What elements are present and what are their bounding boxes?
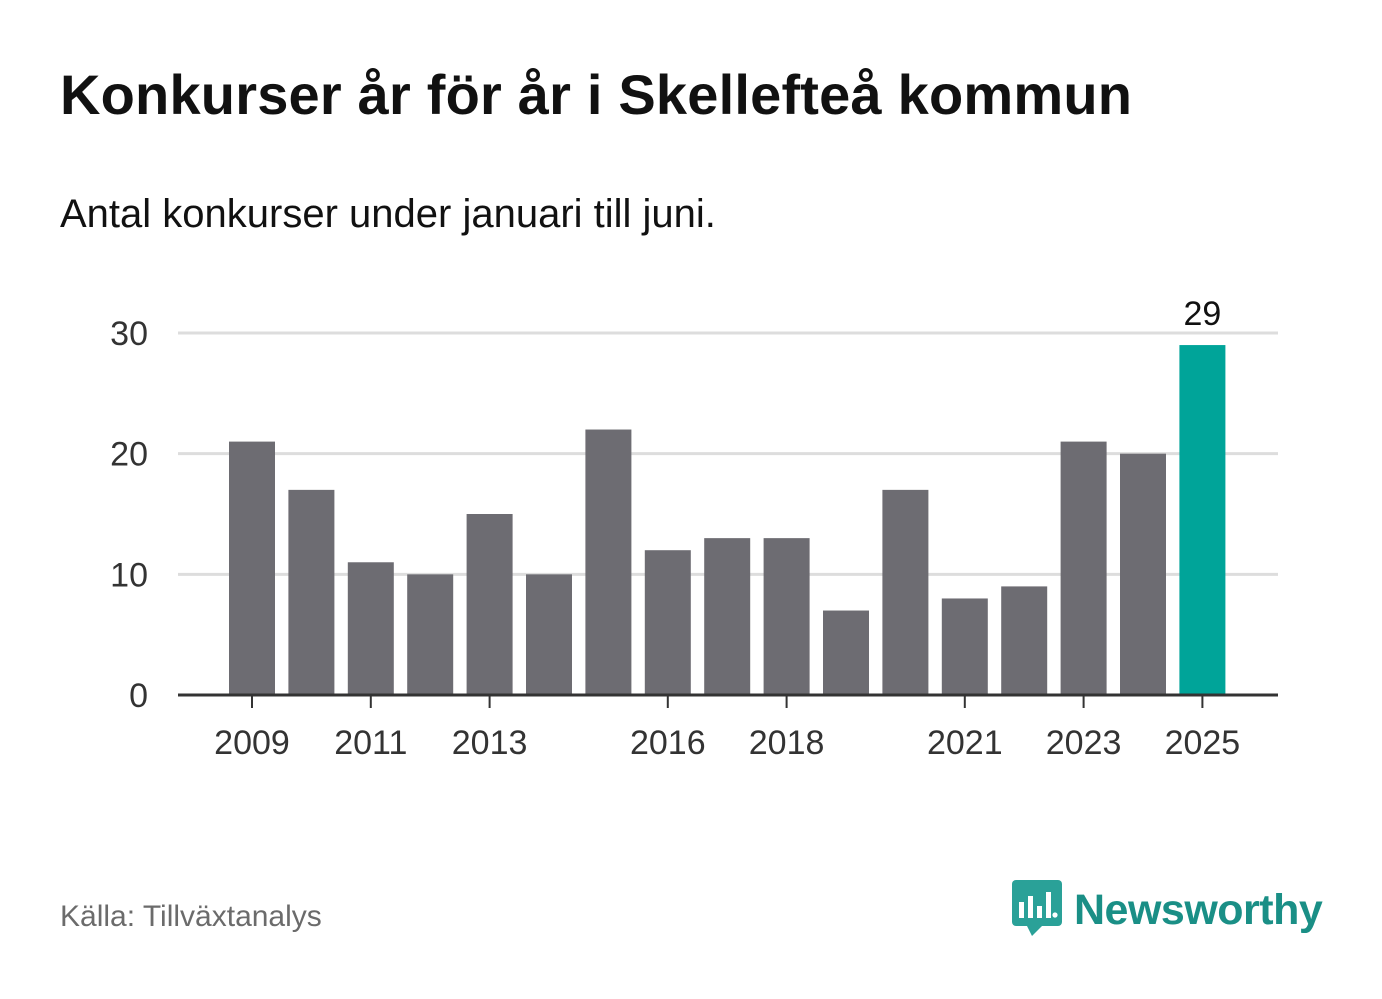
x-tick-label: 2021: [927, 724, 1003, 762]
x-tick-label: 2016: [630, 724, 706, 762]
bar-2022: [1001, 586, 1048, 695]
bar-2018: [763, 538, 810, 695]
y-tick-label: 0: [129, 677, 148, 715]
x-tick-label: 2023: [1046, 724, 1122, 762]
bar-2011: [347, 562, 394, 695]
bar-2017: [704, 538, 751, 695]
newsworthy-logo-text: Newsworthy: [1074, 886, 1323, 934]
y-tick-label: 30: [110, 315, 148, 353]
data-label: 29: [1183, 295, 1221, 333]
bar-2009: [229, 441, 275, 695]
bar-2014: [526, 574, 572, 695]
y-tick-label: 10: [110, 556, 148, 594]
bar-2025: [1179, 345, 1226, 695]
x-tick-label: 2025: [1165, 724, 1241, 762]
bar-2012: [407, 574, 454, 695]
bar-2024: [1120, 453, 1166, 695]
x-tick-label: 2013: [452, 724, 528, 762]
bar-2015: [585, 429, 632, 695]
bar-2010: [288, 489, 335, 695]
y-tick-label: 20: [110, 436, 148, 474]
axes: [178, 693, 1278, 708]
newsworthy-logo: Newsworthy: [1010, 878, 1323, 943]
bar-2019: [823, 610, 869, 695]
source-note: Källa: Tillväxtanalys: [60, 900, 322, 933]
newsworthy-logo-icon: [1010, 878, 1064, 943]
gridlines: [178, 331, 1278, 576]
bars: [229, 345, 1226, 695]
x-tick-label: 2009: [214, 724, 290, 762]
bar-2021: [941, 598, 988, 695]
x-tick-label: 2011: [334, 724, 407, 762]
bar-2013: [466, 514, 513, 695]
x-tick-label: 2018: [749, 724, 825, 762]
bar-2023: [1060, 441, 1107, 695]
chart-subtitle: Antal konkurser under januari till juni.: [60, 192, 716, 236]
chart-title: Konkurser år för år i Skellefteå kommun: [60, 63, 1133, 126]
bar-2016: [644, 550, 691, 695]
labels: 0 10 20 30 2009 2011 2013 2016 2018 2021 2023 2025 2…: [110, 295, 1240, 762]
bar-2020: [882, 489, 929, 695]
